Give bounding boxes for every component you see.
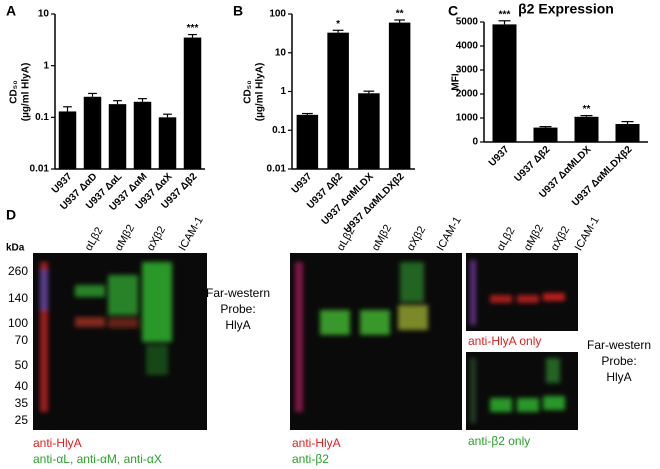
y-axis-label: MFI <box>451 73 462 90</box>
bar <box>492 24 517 142</box>
note: Far-western <box>206 286 270 300</box>
y-tick-label: 0.1 <box>272 125 286 136</box>
significance: *** <box>499 9 511 20</box>
y-tick-label: 100 <box>269 9 286 20</box>
y-axis-label: CD₅₀ <box>243 80 254 104</box>
y-axis-label: CD₅₀ <box>9 80 20 104</box>
lane-label: αXβ2 <box>549 224 572 253</box>
legend: anti-HlyA only <box>468 334 541 348</box>
legend: anti-αL, anti-αM, anti-αX <box>33 452 162 466</box>
bands <box>470 358 565 423</box>
y-tick-label: 5000 <box>456 17 479 28</box>
panel-label: C <box>448 3 458 19</box>
y-tick-label: 4000 <box>456 41 479 52</box>
bands <box>470 260 565 325</box>
lane-label: ICAM-1 <box>573 215 602 253</box>
bar <box>533 127 558 142</box>
legend: anti-β2 only <box>468 434 530 448</box>
lane-label: αXβ2 <box>145 224 168 253</box>
unit-label: kDa <box>6 243 25 254</box>
panel-label: B <box>233 3 243 19</box>
bar <box>83 96 102 169</box>
marker-label: 35 <box>15 396 29 410</box>
note: Probe: <box>220 302 255 316</box>
lane-label: αLβ2 <box>83 225 106 253</box>
bar <box>296 114 319 169</box>
lane-label: αMβ2 <box>370 223 394 253</box>
y-tick-label: 10 <box>275 47 287 58</box>
bar <box>183 37 202 169</box>
bar <box>388 22 411 170</box>
note: Far-western <box>587 338 651 352</box>
significance: * <box>336 19 340 30</box>
significance: ** <box>396 9 404 20</box>
marker-label: 140 <box>8 291 28 305</box>
bar <box>133 101 152 169</box>
y-tick-label: 0 <box>472 137 478 148</box>
y-tick-label: 0.1 <box>35 112 49 123</box>
x-tick-label: U937 <box>290 171 315 196</box>
bar <box>358 93 380 169</box>
marker-label: 260 <box>8 264 28 278</box>
bands <box>295 262 428 412</box>
y-tick-label: 1000 <box>456 113 479 124</box>
lane-label: ICAM-1 <box>177 215 206 253</box>
significance: ** <box>583 104 591 115</box>
lane-label: αMβ2 <box>522 223 546 253</box>
y-axis-label: (µg/ml HlyA) <box>21 63 32 122</box>
legend: anti-HlyA <box>292 436 341 450</box>
y-axis-label: (µg/ml HlyA) <box>255 63 266 122</box>
bands <box>40 262 172 412</box>
note: HlyA <box>225 318 250 332</box>
blot <box>290 253 462 430</box>
y-tick-label: 1 <box>43 60 49 71</box>
y-tick-label: 3000 <box>456 65 479 76</box>
marker-label: 40 <box>15 379 29 393</box>
y-tick-label: 0.01 <box>30 164 50 175</box>
marker-label: 25 <box>15 413 29 427</box>
lane-label: ICAM-1 <box>435 215 464 253</box>
bar <box>615 124 640 142</box>
lane-label: αXβ2 <box>405 224 428 253</box>
x-tick-label: U937 ΔαMLDXβ2 <box>342 171 407 236</box>
y-tick-label: 2000 <box>456 89 479 100</box>
marker-label: 100 <box>8 316 28 330</box>
lane-label: αLβ2 <box>495 225 518 253</box>
blot <box>466 352 578 430</box>
y-tick-label: 10 <box>38 9 50 20</box>
x-tick-label: U937 Δβ2 <box>513 144 553 184</box>
bar <box>158 117 177 169</box>
bar <box>108 104 127 169</box>
marker-label: 50 <box>15 358 29 372</box>
bar <box>574 116 599 142</box>
significance: *** <box>187 23 199 34</box>
legend: anti-HlyA <box>33 436 82 450</box>
legend: anti-β2 <box>292 452 329 466</box>
y-tick-label: 0.01 <box>267 164 287 175</box>
note: Probe: <box>601 354 636 368</box>
panel-label: D <box>6 207 16 223</box>
lane-label: αMβ2 <box>113 223 137 253</box>
y-tick-label: 1 <box>280 86 286 97</box>
chart-title: β2 Expression <box>518 1 614 17</box>
blot <box>466 253 578 331</box>
x-tick-label: U937 <box>487 144 512 169</box>
note: HlyA <box>606 370 631 384</box>
panel-label: A <box>6 3 16 19</box>
bar <box>327 32 349 169</box>
marker-label: 70 <box>15 333 29 347</box>
bar <box>58 111 77 169</box>
